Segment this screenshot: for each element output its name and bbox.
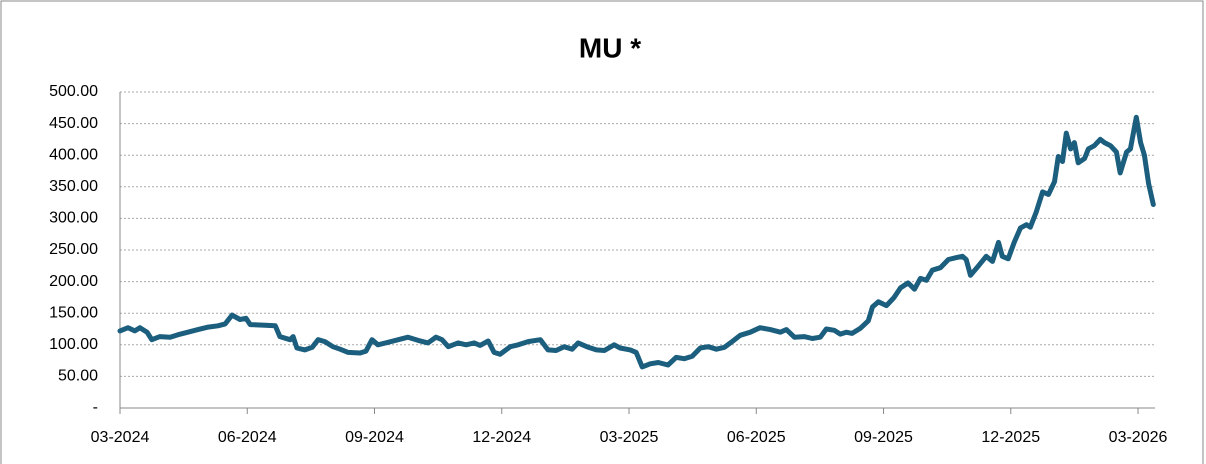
data-line xyxy=(117,114,1156,370)
y-tick-label: 50.00 xyxy=(58,368,98,385)
y-tick-label: 500.00 xyxy=(49,83,98,100)
x-tick-label: 03-2025 xyxy=(600,429,659,446)
y-tick-label: 150.00 xyxy=(49,304,98,321)
x-tick-label: 06-2024 xyxy=(218,429,277,446)
y-tick-label: 300.00 xyxy=(49,210,98,227)
y-tick-label: 200.00 xyxy=(49,273,98,290)
y-tick-label: 450.00 xyxy=(49,115,98,132)
y-tick-label: 250.00 xyxy=(49,241,98,258)
y-tick-label: 400.00 xyxy=(49,146,98,163)
x-tick-label: 12-2025 xyxy=(981,429,1040,446)
x-tick-label: 06-2025 xyxy=(727,429,786,446)
x-tick-label: 09-2025 xyxy=(854,429,913,446)
x-tick-label: 03-2026 xyxy=(1109,429,1168,446)
y-tick-label: 350.00 xyxy=(49,178,98,195)
chart-title: MU * xyxy=(579,32,641,63)
x-tick-label: 12-2024 xyxy=(472,429,531,446)
y-tick-label: 100.00 xyxy=(49,336,98,353)
x-tick-label: 09-2024 xyxy=(345,429,404,446)
x-tick-label: 03-2024 xyxy=(91,429,150,446)
y-tick-label: - xyxy=(93,399,98,416)
